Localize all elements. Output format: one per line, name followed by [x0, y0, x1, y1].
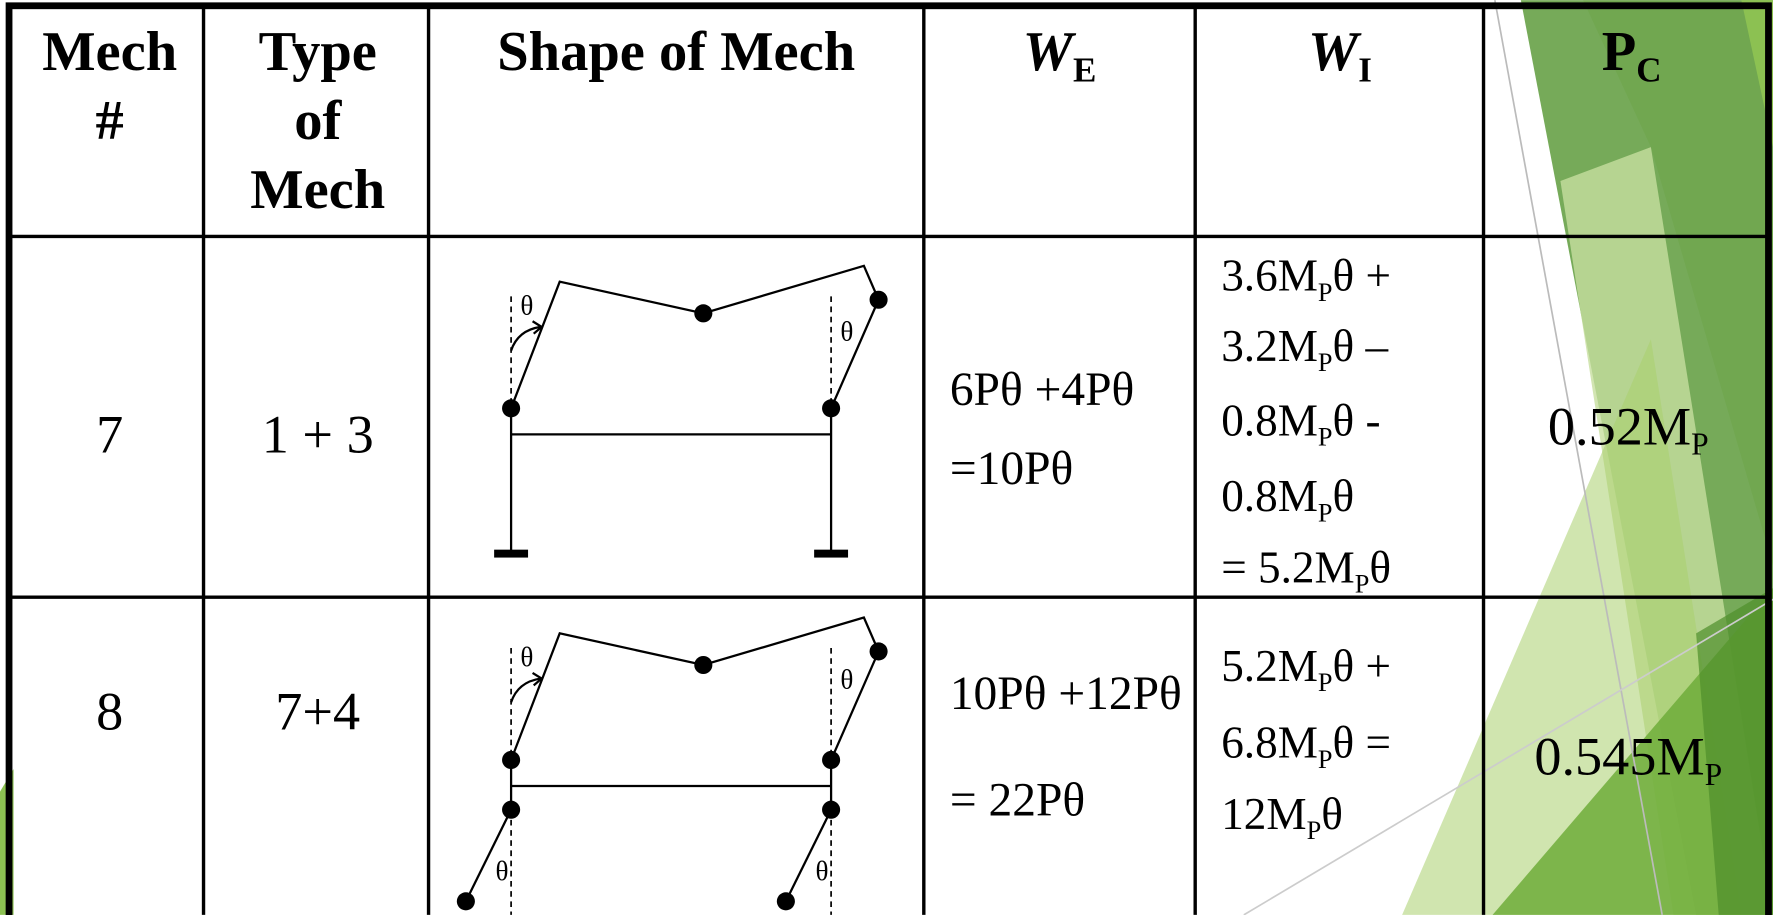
text-run: θ +: [1333, 251, 1391, 301]
text-run: 5.2M: [1221, 641, 1318, 691]
internal-work: 12MPθ: [1221, 789, 1343, 845]
mech-number: 7: [96, 404, 123, 464]
theta-label: θ: [816, 856, 829, 886]
header-text: WE: [1023, 21, 1097, 89]
internal-work: 0.8MPθ: [1221, 471, 1354, 527]
plastic-hinge: [457, 892, 475, 910]
mech-number: 8: [96, 681, 123, 741]
external-work: 10Pθ +12Pθ: [950, 668, 1182, 720]
theta-label: θ: [840, 316, 853, 346]
internal-work: = 5.2MPθ: [1221, 542, 1391, 598]
header-symbol: W: [1308, 21, 1362, 83]
theta-label: θ: [520, 290, 533, 320]
mechanism-diagram: θθ: [494, 266, 887, 558]
text-run: 3.6M: [1221, 251, 1318, 301]
slide: Mech#TypeofMechShape of MechWEWIPC71 + 3…: [0, 0, 1773, 915]
plastic-hinge: [870, 291, 888, 309]
text-run: θ +: [1333, 641, 1391, 691]
page: {"header": [ {"lines": ["Mech", "#"]}, {…: [0, 0, 1773, 915]
header-text: Mech: [250, 159, 385, 221]
fixed-support: [494, 550, 528, 558]
text-run: 0.545M: [1534, 727, 1704, 787]
subscript: I: [1358, 51, 1372, 90]
plastic-hinge: [870, 642, 888, 660]
subscript: C: [1636, 51, 1661, 90]
text-run: 12M: [1221, 789, 1306, 839]
external-work: 6Pθ +4Pθ: [950, 364, 1134, 416]
header-text: Mech: [42, 21, 177, 83]
text-run: θ: [1321, 789, 1343, 839]
mech-type: 1 + 3: [262, 404, 374, 464]
text-run: θ -: [1333, 395, 1381, 445]
internal-work: 3.6MPθ +: [1221, 251, 1391, 307]
text-run: 6Pθ +4Pθ: [950, 364, 1134, 416]
fixed-support: [814, 550, 848, 558]
subscript: E: [1073, 51, 1096, 90]
text-run: θ: [1333, 471, 1355, 521]
header-text: Shape of Mech: [497, 21, 855, 83]
subscript: P: [1318, 498, 1333, 527]
internal-work: 0.8MPθ -: [1221, 395, 1380, 451]
collapse-load: 0.52MP: [1548, 396, 1709, 461]
theta-label: θ: [520, 642, 533, 672]
header-text: #: [96, 90, 124, 152]
theta-label: θ: [496, 856, 509, 886]
subscript: P: [1318, 348, 1333, 377]
subscript: P: [1318, 668, 1333, 697]
text-run: 3.2M: [1221, 321, 1318, 371]
mech-type: 7+4: [275, 681, 360, 741]
internal-work: 6.8MPθ =: [1221, 718, 1391, 774]
text-run: 6.8M: [1221, 718, 1318, 768]
plastic-hinge: [777, 892, 795, 910]
plastic-hinge: [694, 656, 712, 674]
internal-work: 3.2MPθ –: [1221, 321, 1388, 377]
subscript: P: [1318, 423, 1333, 452]
text-run: θ –: [1333, 321, 1389, 371]
sway-frame: [511, 266, 878, 408]
text-run: θ: [1369, 542, 1391, 592]
theta-label: θ: [840, 665, 853, 695]
text-run: =10Pθ: [950, 443, 1073, 495]
header-text: WI: [1308, 21, 1372, 89]
sway-frame: [511, 617, 878, 759]
subscript: P: [1318, 278, 1333, 307]
text-run: 0.8M: [1221, 471, 1318, 521]
subscript: P: [1318, 745, 1333, 774]
plastic-hinge: [822, 801, 840, 819]
external-work: = 22Pθ: [950, 774, 1085, 826]
text-run: = 5.2M: [1221, 542, 1355, 592]
internal-work: 5.2MPθ +: [1221, 641, 1391, 697]
text-run: 0.8M: [1221, 395, 1318, 445]
header-text: Type: [259, 21, 377, 83]
subscript: P: [1307, 816, 1322, 845]
external-work: =10Pθ: [950, 443, 1073, 495]
header-text: of: [294, 90, 342, 152]
subscript: P: [1705, 757, 1723, 792]
plastic-hinge: [502, 801, 520, 819]
text-run: θ =: [1333, 718, 1391, 768]
mechanism-diagram: θ θ θ θ: [457, 617, 888, 914]
plastic-hinge: [694, 304, 712, 322]
header-symbol: P: [1602, 21, 1637, 83]
collapse-load: 0.545MP: [1534, 727, 1722, 792]
subscript: P: [1691, 427, 1709, 462]
text-run: 0.52M: [1548, 396, 1691, 456]
header-symbol: W: [1023, 21, 1077, 83]
text-run: = 22Pθ: [950, 774, 1085, 826]
subscript: P: [1355, 570, 1370, 599]
text-run: 10Pθ +12Pθ: [950, 668, 1182, 720]
